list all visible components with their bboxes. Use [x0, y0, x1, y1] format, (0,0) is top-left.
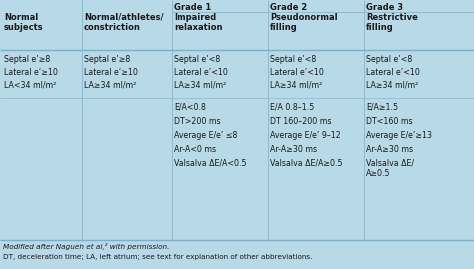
- Text: Septal e’<8: Septal e’<8: [366, 55, 412, 64]
- Text: E/A<0.8: E/A<0.8: [174, 103, 206, 112]
- Text: LA≥34 ml/m²: LA≥34 ml/m²: [84, 81, 136, 90]
- Text: Impaired
relaxation: Impaired relaxation: [174, 13, 222, 32]
- Text: LA≥34 ml/m²: LA≥34 ml/m²: [366, 81, 418, 90]
- Text: Lateral e’≥10: Lateral e’≥10: [4, 68, 58, 77]
- Text: Grade 3: Grade 3: [366, 3, 403, 12]
- Text: Valsalva ΔE/A≥0.5: Valsalva ΔE/A≥0.5: [270, 159, 343, 168]
- Text: Septal e’<8: Septal e’<8: [174, 55, 220, 64]
- Text: Modified after Nagueh et al,² with permission.: Modified after Nagueh et al,² with permi…: [3, 243, 169, 250]
- Text: LA<34 ml/m²: LA<34 ml/m²: [4, 81, 56, 90]
- Text: DT 160–200 ms: DT 160–200 ms: [270, 117, 331, 126]
- Text: Lateral e’<10: Lateral e’<10: [270, 68, 324, 77]
- Text: Lateral e’<10: Lateral e’<10: [174, 68, 228, 77]
- Text: Average E/e’ ≤8: Average E/e’ ≤8: [174, 131, 237, 140]
- Text: Ar-A≥30 ms: Ar-A≥30 ms: [366, 145, 413, 154]
- Text: Ar-A<0 ms: Ar-A<0 ms: [174, 145, 216, 154]
- Text: Grade 2: Grade 2: [270, 3, 307, 12]
- Text: Normal/athletes/
constriction: Normal/athletes/ constriction: [84, 13, 164, 32]
- Text: Septal e’≥8: Septal e’≥8: [4, 55, 50, 64]
- Text: DT<160 ms: DT<160 ms: [366, 117, 413, 126]
- Text: DT, deceleration time; LA, left atrium; see text for explanation of other abbrev: DT, deceleration time; LA, left atrium; …: [3, 254, 312, 260]
- Text: E/A 0.8–1.5: E/A 0.8–1.5: [270, 103, 314, 112]
- Text: DT>200 ms: DT>200 ms: [174, 117, 220, 126]
- Text: Lateral e’<10: Lateral e’<10: [366, 68, 420, 77]
- Text: Normal
subjects: Normal subjects: [4, 13, 44, 32]
- Text: Septal e’≥8: Septal e’≥8: [84, 55, 130, 64]
- Text: Pseudonormal
filling: Pseudonormal filling: [270, 13, 337, 32]
- Text: LA≥34 ml/m²: LA≥34 ml/m²: [174, 81, 226, 90]
- Text: Lateral e’≥10: Lateral e’≥10: [84, 68, 138, 77]
- Text: Average E/e’≥13: Average E/e’≥13: [366, 131, 432, 140]
- Text: LA≥34 ml/m²: LA≥34 ml/m²: [270, 81, 322, 90]
- Text: Ar-A≥30 ms: Ar-A≥30 ms: [270, 145, 317, 154]
- Text: Average E/e’ 9–12: Average E/e’ 9–12: [270, 131, 341, 140]
- Text: Valsalva ΔE/
A≥0.5: Valsalva ΔE/ A≥0.5: [366, 159, 414, 178]
- Text: Valsalva ΔE/A<0.5: Valsalva ΔE/A<0.5: [174, 159, 246, 168]
- Text: Restrictive
filling: Restrictive filling: [366, 13, 418, 32]
- Text: Septal e’<8: Septal e’<8: [270, 55, 316, 64]
- Text: E/A≥1.5: E/A≥1.5: [366, 103, 398, 112]
- Text: Grade 1: Grade 1: [174, 3, 211, 12]
